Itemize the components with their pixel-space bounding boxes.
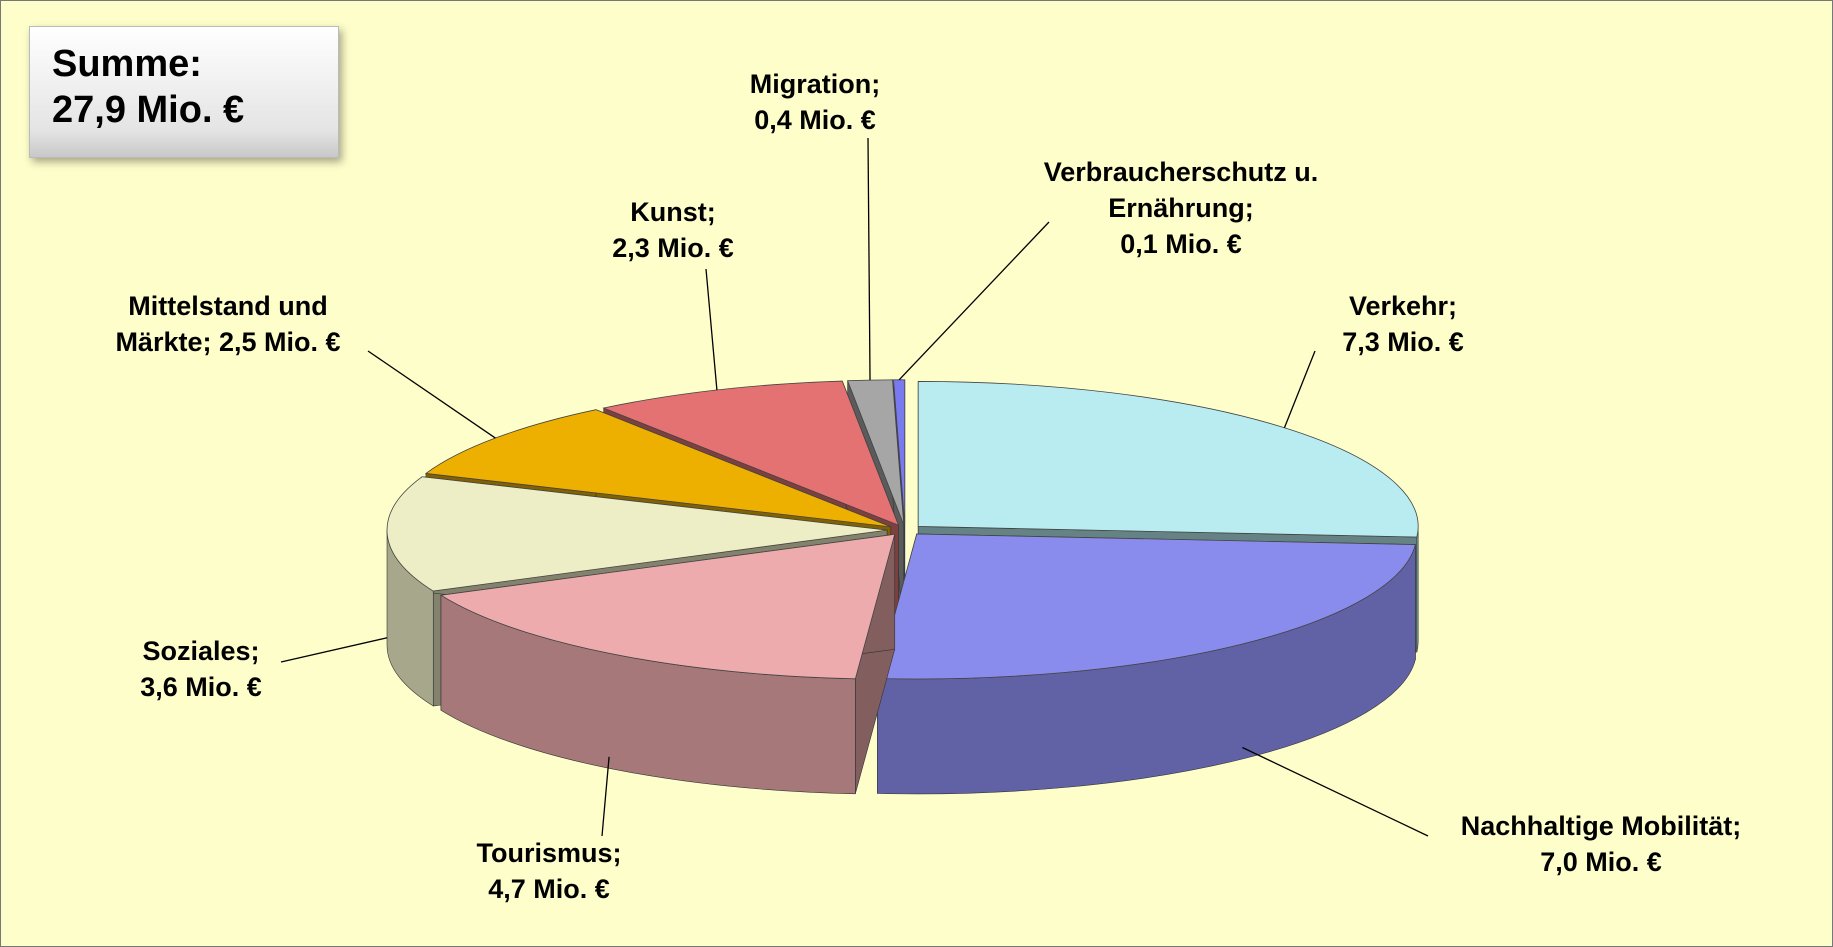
- leader-line: [898, 221, 1050, 381]
- slice: [386, 476, 888, 592]
- label-separator: ;: [612, 838, 622, 868]
- value-label: 7,3 Mio. €: [1342, 327, 1464, 357]
- data-label: Verbraucherschutz u. Ernährung; 0,1 Mio. …: [1031, 154, 1331, 262]
- label-separator: ;: [1244, 193, 1254, 223]
- leader-line: [1242, 746, 1429, 837]
- leader-line: [867, 137, 871, 381]
- category-label: Tourismus: [476, 838, 613, 868]
- slice: [847, 379, 905, 525]
- data-label: Nachhaltige Mobilität; 7,0 Mio. €: [1391, 808, 1811, 880]
- value-label: 0,1 Mio. €: [1120, 229, 1242, 259]
- category-label: Mittelstand und Märkte: [115, 291, 328, 357]
- label-separator: ;: [1732, 811, 1742, 841]
- label-separator: ;: [250, 636, 260, 666]
- category-label: Soziales: [142, 636, 251, 666]
- value-label: 0,4 Mio. €: [754, 105, 876, 135]
- category-label: Migration: [749, 69, 872, 99]
- leader-line: [367, 350, 496, 439]
- data-label: Kunst; 2,3 Mio. €: [573, 194, 773, 266]
- value-label: 2,5 Mio. €: [219, 327, 341, 357]
- data-label: Tourismus; 4,7 Mio. €: [449, 835, 649, 907]
- total-box: Summe: 27,9 Mio. €: [29, 26, 339, 158]
- category-label: Verbraucherschutz u. Ernährung: [1043, 157, 1319, 223]
- value-label: 2,3 Mio. €: [612, 233, 734, 263]
- value-label: 3,6 Mio. €: [140, 672, 262, 702]
- slice: [439, 533, 896, 680]
- slice: [424, 409, 891, 528]
- label-separator: ;: [871, 69, 881, 99]
- category-label: Nachhaltige Mobilität: [1460, 811, 1733, 841]
- value-label: 4,7 Mio. €: [488, 874, 610, 904]
- label-separator: ;: [1448, 291, 1458, 321]
- label-separator: ;: [202, 327, 212, 357]
- slice: [602, 380, 900, 526]
- data-label: Verkehr; 7,3 Mio. €: [1303, 288, 1503, 360]
- slice: [893, 379, 906, 525]
- slice: [917, 381, 1419, 538]
- data-label: Soziales; 3,6 Mio. €: [101, 633, 301, 705]
- data-label: Mittelstand und Märkte; 2,5 Mio. €: [86, 288, 371, 360]
- label-separator: ;: [706, 197, 716, 227]
- slice: [876, 533, 1416, 680]
- leader-line: [705, 268, 718, 391]
- total-text: 27,9 Mio. €: [52, 89, 245, 131]
- leader-line: [280, 637, 388, 663]
- total-title: Summe:: [52, 43, 202, 85]
- slice-side: [1416, 526, 1419, 653]
- data-label: Migration; 0,4 Mio. €: [715, 66, 915, 138]
- value-label: 7,0 Mio. €: [1540, 847, 1662, 877]
- category-label: Verkehr: [1348, 291, 1449, 321]
- leader-line: [1283, 350, 1316, 428]
- category-label: Kunst: [630, 197, 707, 227]
- leader-line: [601, 756, 610, 837]
